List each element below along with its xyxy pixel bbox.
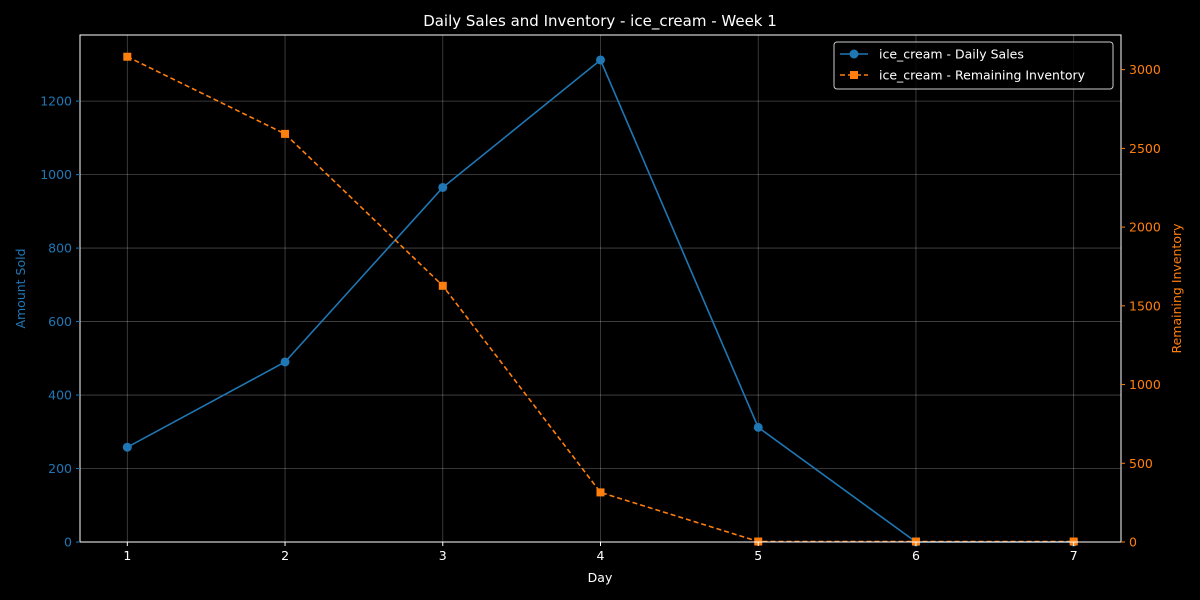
x-tick-label: 4 xyxy=(597,548,605,563)
legend-remaining-inventory-marker xyxy=(850,71,858,79)
daily-sales-point xyxy=(753,422,763,432)
daily-sales-point xyxy=(122,442,132,452)
y-left-tick-label: 600 xyxy=(48,314,72,329)
daily-sales-point xyxy=(596,55,605,65)
y-axis-right-label: Remaining Inventory xyxy=(1169,223,1184,354)
legend-box xyxy=(833,41,1114,90)
legend-remaining-inventory-label: ice_cream - Remaining Inventory xyxy=(879,68,1086,83)
y-left-tick-label: 0 xyxy=(64,535,72,550)
x-tick-label: 3 xyxy=(439,548,447,563)
legend-daily-sales-marker xyxy=(849,49,859,59)
y-right-tick-label: 1000 xyxy=(1129,377,1161,392)
x-tick-label: 6 xyxy=(912,548,920,563)
y-right-tick-label: 1500 xyxy=(1129,298,1161,313)
x-tick-label: 5 xyxy=(754,548,762,563)
y-left-tick-label: 400 xyxy=(48,388,72,403)
grid xyxy=(80,35,1121,543)
x-axis-label: Day xyxy=(588,570,613,585)
y-left-tick-label: 200 xyxy=(48,461,72,476)
remaining-inventory-point xyxy=(438,281,447,290)
remaining-inventory-point xyxy=(596,488,605,497)
y-axis-left-label: Amount Sold xyxy=(13,248,28,328)
y-right-tick-label: 0 xyxy=(1129,535,1137,550)
remaining-inventory-point xyxy=(281,129,290,138)
y-right-tick-label: 2500 xyxy=(1129,141,1161,156)
ticks: 1 2 3 4 5 6 7 0 200 400 600 800 1000 1200 0 500 1000 1500… xyxy=(40,62,1161,563)
y-left-tick-label: 1000 xyxy=(40,167,72,182)
y-left-tick-label: 800 xyxy=(48,241,72,256)
chart-title: Daily Sales and Inventory - ice_cream - … xyxy=(423,12,777,31)
daily-sales-point xyxy=(438,182,448,192)
daily-sales-point xyxy=(280,357,290,367)
legend: ice_cream - Daily Sales ice_cream - Remai… xyxy=(833,41,1114,90)
y-right-tick-label: 3000 xyxy=(1129,62,1161,77)
legend-daily-sales-label: ice_cream - Daily Sales xyxy=(879,47,1024,62)
x-tick-label: 2 xyxy=(281,548,289,563)
x-tick-label: 7 xyxy=(1070,548,1078,563)
x-tick-label: 1 xyxy=(123,548,131,563)
y-right-tick-label: 2000 xyxy=(1129,220,1161,235)
remaining-inventory-point xyxy=(123,52,132,61)
y-right-tick-label: 500 xyxy=(1129,456,1153,471)
y-left-tick-label: 1200 xyxy=(40,94,72,109)
